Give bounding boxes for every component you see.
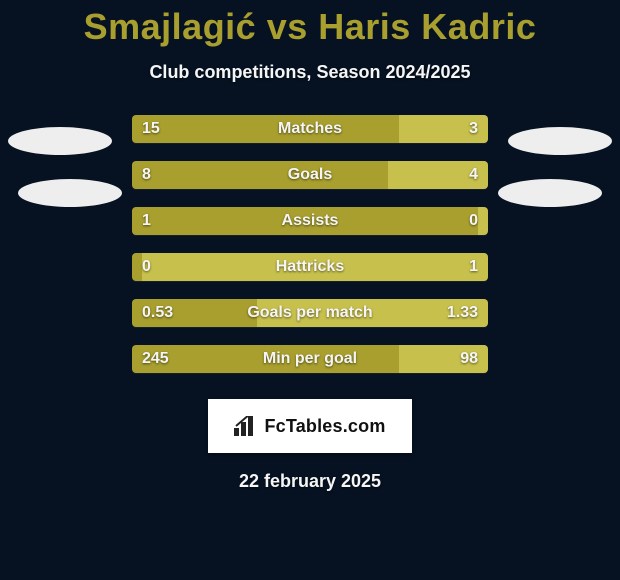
stat-left-segment [132, 253, 142, 281]
comparison-card: Smajlagić vs Haris Kadric Club competiti… [0, 0, 620, 580]
stat-left-value: 245 [142, 350, 169, 368]
stat-row: 153Matches [132, 115, 488, 143]
page-subtitle: Club competitions, Season 2024/2025 [0, 62, 620, 83]
stat-row: 84Goals [132, 161, 488, 189]
stat-row: 01Assists [132, 207, 488, 235]
stat-left-value: 1 [142, 212, 151, 230]
stat-right-segment: 1 [142, 253, 488, 281]
avatar-placeholder-left-1 [8, 127, 112, 155]
stat-left-segment: 15 [132, 115, 399, 143]
avatar-placeholder-left-2 [18, 179, 122, 207]
stat-left-segment: 8 [132, 161, 388, 189]
stat-row: 0.531.33Goals per match [132, 299, 488, 327]
brand-badge: FcTables.com [208, 399, 412, 453]
footer-date: 22 february 2025 [0, 471, 620, 492]
stat-right-value: 3 [469, 120, 478, 138]
stat-row: 24598Min per goal [132, 345, 488, 373]
stat-right-value: 1 [469, 258, 478, 276]
brand-text: FcTables.com [264, 416, 385, 437]
stat-right-value: 98 [460, 350, 478, 368]
stat-right-value: 4 [469, 166, 478, 184]
page-title: Smajlagić vs Haris Kadric [0, 6, 620, 48]
stat-row: 01Hattricks [132, 253, 488, 281]
bars-icon [234, 416, 258, 436]
stat-left-value: 0 [142, 258, 151, 276]
stat-right-segment: 1.33 [257, 299, 488, 327]
stats-area: 153Matches84Goals01Assists01Hattricks0.5… [0, 115, 620, 373]
avatar-placeholder-right-2 [498, 179, 602, 207]
stat-left-value: 15 [142, 120, 160, 138]
stat-right-segment: 3 [399, 115, 488, 143]
avatar-placeholder-right-1 [508, 127, 612, 155]
stat-left-value: 0.53 [142, 304, 173, 322]
stat-right-segment: 4 [388, 161, 488, 189]
stat-right-value: 1.33 [447, 304, 478, 322]
stat-right-value: 0 [469, 212, 478, 230]
stat-left-value: 8 [142, 166, 151, 184]
stat-left-segment: 1 [132, 207, 478, 235]
stat-right-segment [478, 207, 488, 235]
stat-right-segment: 98 [399, 345, 488, 373]
stat-left-segment: 245 [132, 345, 399, 373]
stat-left-segment: 0.53 [132, 299, 257, 327]
stat-bars: 153Matches84Goals01Assists01Hattricks0.5… [132, 115, 488, 373]
